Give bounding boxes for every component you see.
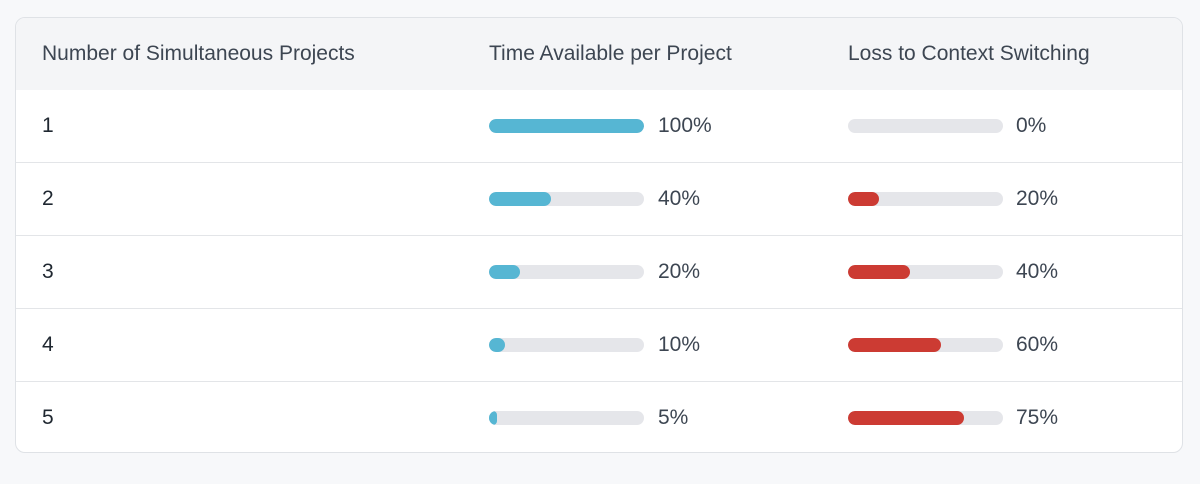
loss-bar-fill xyxy=(848,338,941,352)
time-available-bar xyxy=(489,265,644,279)
time-available-bar-fill xyxy=(489,338,505,352)
loss-bar xyxy=(848,192,1003,206)
projects-count: 3 xyxy=(42,260,54,283)
time-available-value: 5% xyxy=(658,406,689,429)
projects-count: 1 xyxy=(42,114,54,137)
time-available-bar xyxy=(489,338,644,352)
time-available-bar-fill xyxy=(489,265,520,279)
time-available-value: 20% xyxy=(658,260,701,283)
loss-bar-fill xyxy=(848,411,965,425)
loss-bar xyxy=(848,119,1003,133)
table-row: 5 5% 75% xyxy=(16,382,1182,452)
table-row: 4 10% 60% xyxy=(16,309,1182,382)
table-row: 1 100% 0% xyxy=(16,90,1182,163)
projects-count: 4 xyxy=(42,333,54,356)
time-available-bar-fill xyxy=(489,411,497,425)
time-available-bar xyxy=(489,192,644,206)
time-available-value: 100% xyxy=(658,114,712,137)
projects-count: 5 xyxy=(42,406,54,429)
time-available-bar xyxy=(489,119,644,133)
loss-bar-fill xyxy=(848,265,910,279)
loss-bar xyxy=(848,265,1003,279)
time-available-bar-fill xyxy=(489,192,551,206)
header-time-available: Time Available per Project xyxy=(489,42,732,65)
loss-value: 20% xyxy=(1016,187,1059,210)
context-switching-table: Number of Simultaneous Projects Time Ava… xyxy=(15,17,1183,453)
time-available-value: 10% xyxy=(658,333,701,356)
loss-value: 75% xyxy=(1016,406,1059,429)
loss-bar xyxy=(848,338,1003,352)
time-available-bar-fill xyxy=(489,119,644,133)
table-row: 3 20% 40% xyxy=(16,236,1182,309)
loss-value: 60% xyxy=(1016,333,1059,356)
time-available-bar xyxy=(489,411,644,425)
header-loss: Loss to Context Switching xyxy=(848,42,1090,65)
loss-value: 0% xyxy=(1016,114,1047,137)
table-header: Number of Simultaneous Projects Time Ava… xyxy=(16,18,1182,90)
header-projects: Number of Simultaneous Projects xyxy=(42,42,355,65)
time-available-value: 40% xyxy=(658,187,701,210)
table-row: 2 40% 20% xyxy=(16,163,1182,236)
projects-count: 2 xyxy=(42,187,54,210)
loss-value: 40% xyxy=(1016,260,1059,283)
loss-bar-fill xyxy=(848,192,879,206)
loss-bar xyxy=(848,411,1003,425)
